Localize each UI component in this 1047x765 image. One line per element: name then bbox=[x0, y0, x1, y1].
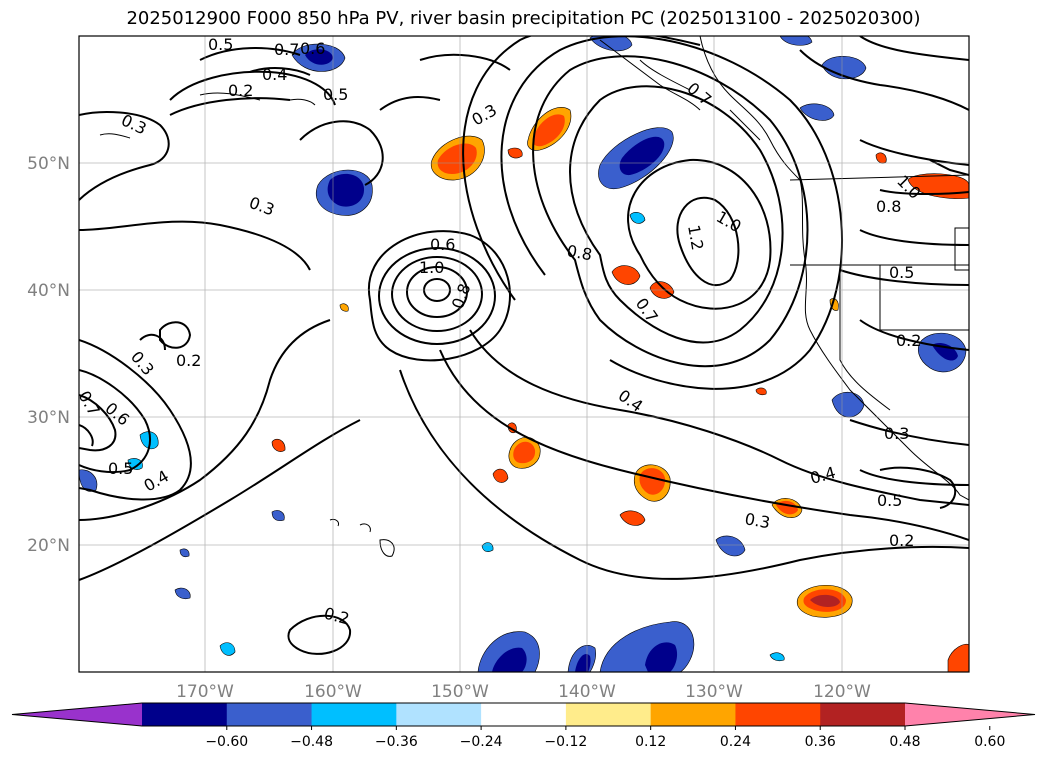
colorbar-segment bbox=[565, 703, 652, 726]
lon-label-130w: 130°W bbox=[685, 682, 743, 702]
contour-label: 0.6 bbox=[430, 235, 455, 254]
map-title: 2025012900 F000 850 hPa PV, river basin … bbox=[126, 8, 921, 29]
contour-label: 0.2 bbox=[228, 81, 253, 100]
colorbar: −0.60 −0.48 −0.36 −0.24 −0.12 0.12 0.24 0.36 0.4… bbox=[11, 702, 1036, 750]
colorbar-segment bbox=[820, 703, 906, 726]
contour-label: 0.5 bbox=[108, 459, 133, 478]
lon-label-160w: 160°W bbox=[304, 682, 362, 702]
colorbar-tick-label: 0.48 bbox=[889, 734, 920, 750]
colorbar-tick-label: −0.12 bbox=[544, 734, 587, 750]
colorbar-extend-high bbox=[905, 703, 1035, 726]
lon-label-120w: 120°W bbox=[813, 682, 871, 702]
latitude-labels: 50°N 40°N 30°N 20°N bbox=[27, 154, 70, 556]
contour-label: 0.7 bbox=[274, 40, 299, 59]
colorbar-tick-label: 0.36 bbox=[805, 734, 836, 750]
colorbar-segment bbox=[142, 703, 228, 726]
colorbar-tick-label: 0.60 bbox=[974, 734, 1005, 750]
colorbar-segment bbox=[226, 703, 313, 726]
contour-label: 0.8 bbox=[876, 197, 901, 216]
colorbar-outline bbox=[11, 702, 1036, 727]
colorbar-tick-label: 0.12 bbox=[635, 734, 666, 750]
colorbar-extend-low bbox=[12, 703, 142, 726]
colorbar-segment bbox=[481, 703, 567, 726]
longitude-labels: 170°W 160°W 150°W 140°W 130°W 120°W bbox=[176, 682, 871, 702]
contour-label: 0.2 bbox=[176, 351, 201, 370]
contour-label: 0.5 bbox=[208, 35, 233, 54]
contour-label: 0.3 bbox=[743, 509, 771, 532]
contour-label: 0.2 bbox=[889, 531, 914, 550]
contour-label: 0.8 bbox=[565, 241, 593, 264]
colorbar-segment bbox=[650, 703, 736, 726]
colorbar-tick-label: −0.48 bbox=[290, 734, 333, 750]
colorbar-tick-label: −0.24 bbox=[460, 734, 503, 750]
lat-label-50n: 50°N bbox=[27, 154, 70, 174]
contour-label: 0.5 bbox=[323, 85, 348, 104]
positive-precip-shading bbox=[271, 107, 969, 672]
negative-precip-shading bbox=[79, 36, 967, 672]
map-frame bbox=[78, 35, 970, 673]
contour-label: 0.5 bbox=[877, 491, 902, 510]
contour-label: 1.2 bbox=[684, 223, 707, 251]
contour-label: 0.6 bbox=[300, 39, 325, 58]
contour-label: 0.2 bbox=[896, 331, 921, 350]
colorbar-segment bbox=[735, 703, 821, 726]
lon-label-150w: 150°W bbox=[431, 682, 489, 702]
lat-label-30n: 30°N bbox=[27, 408, 70, 428]
contour-label: 0.3 bbox=[884, 424, 909, 443]
contour-label: 0.4 bbox=[262, 65, 287, 84]
lon-label-170w: 170°W bbox=[176, 682, 234, 702]
colorbar-tick-label: −0.36 bbox=[375, 734, 418, 750]
colorbar-tick-label: 0.24 bbox=[720, 734, 751, 750]
lon-label-140w: 140°W bbox=[558, 682, 616, 702]
colorbar-segment bbox=[396, 703, 482, 726]
contour-label: 0.5 bbox=[889, 263, 914, 282]
lat-label-40n: 40°N bbox=[27, 281, 70, 301]
lat-label-20n: 20°N bbox=[27, 536, 70, 556]
map-frame-background bbox=[79, 36, 969, 672]
colorbar-tick-label: −0.60 bbox=[205, 734, 248, 750]
colorbar-segment bbox=[311, 703, 397, 726]
contour-label: 1.0 bbox=[419, 258, 444, 277]
coastlines bbox=[99, 36, 969, 557]
graticule bbox=[79, 36, 969, 672]
